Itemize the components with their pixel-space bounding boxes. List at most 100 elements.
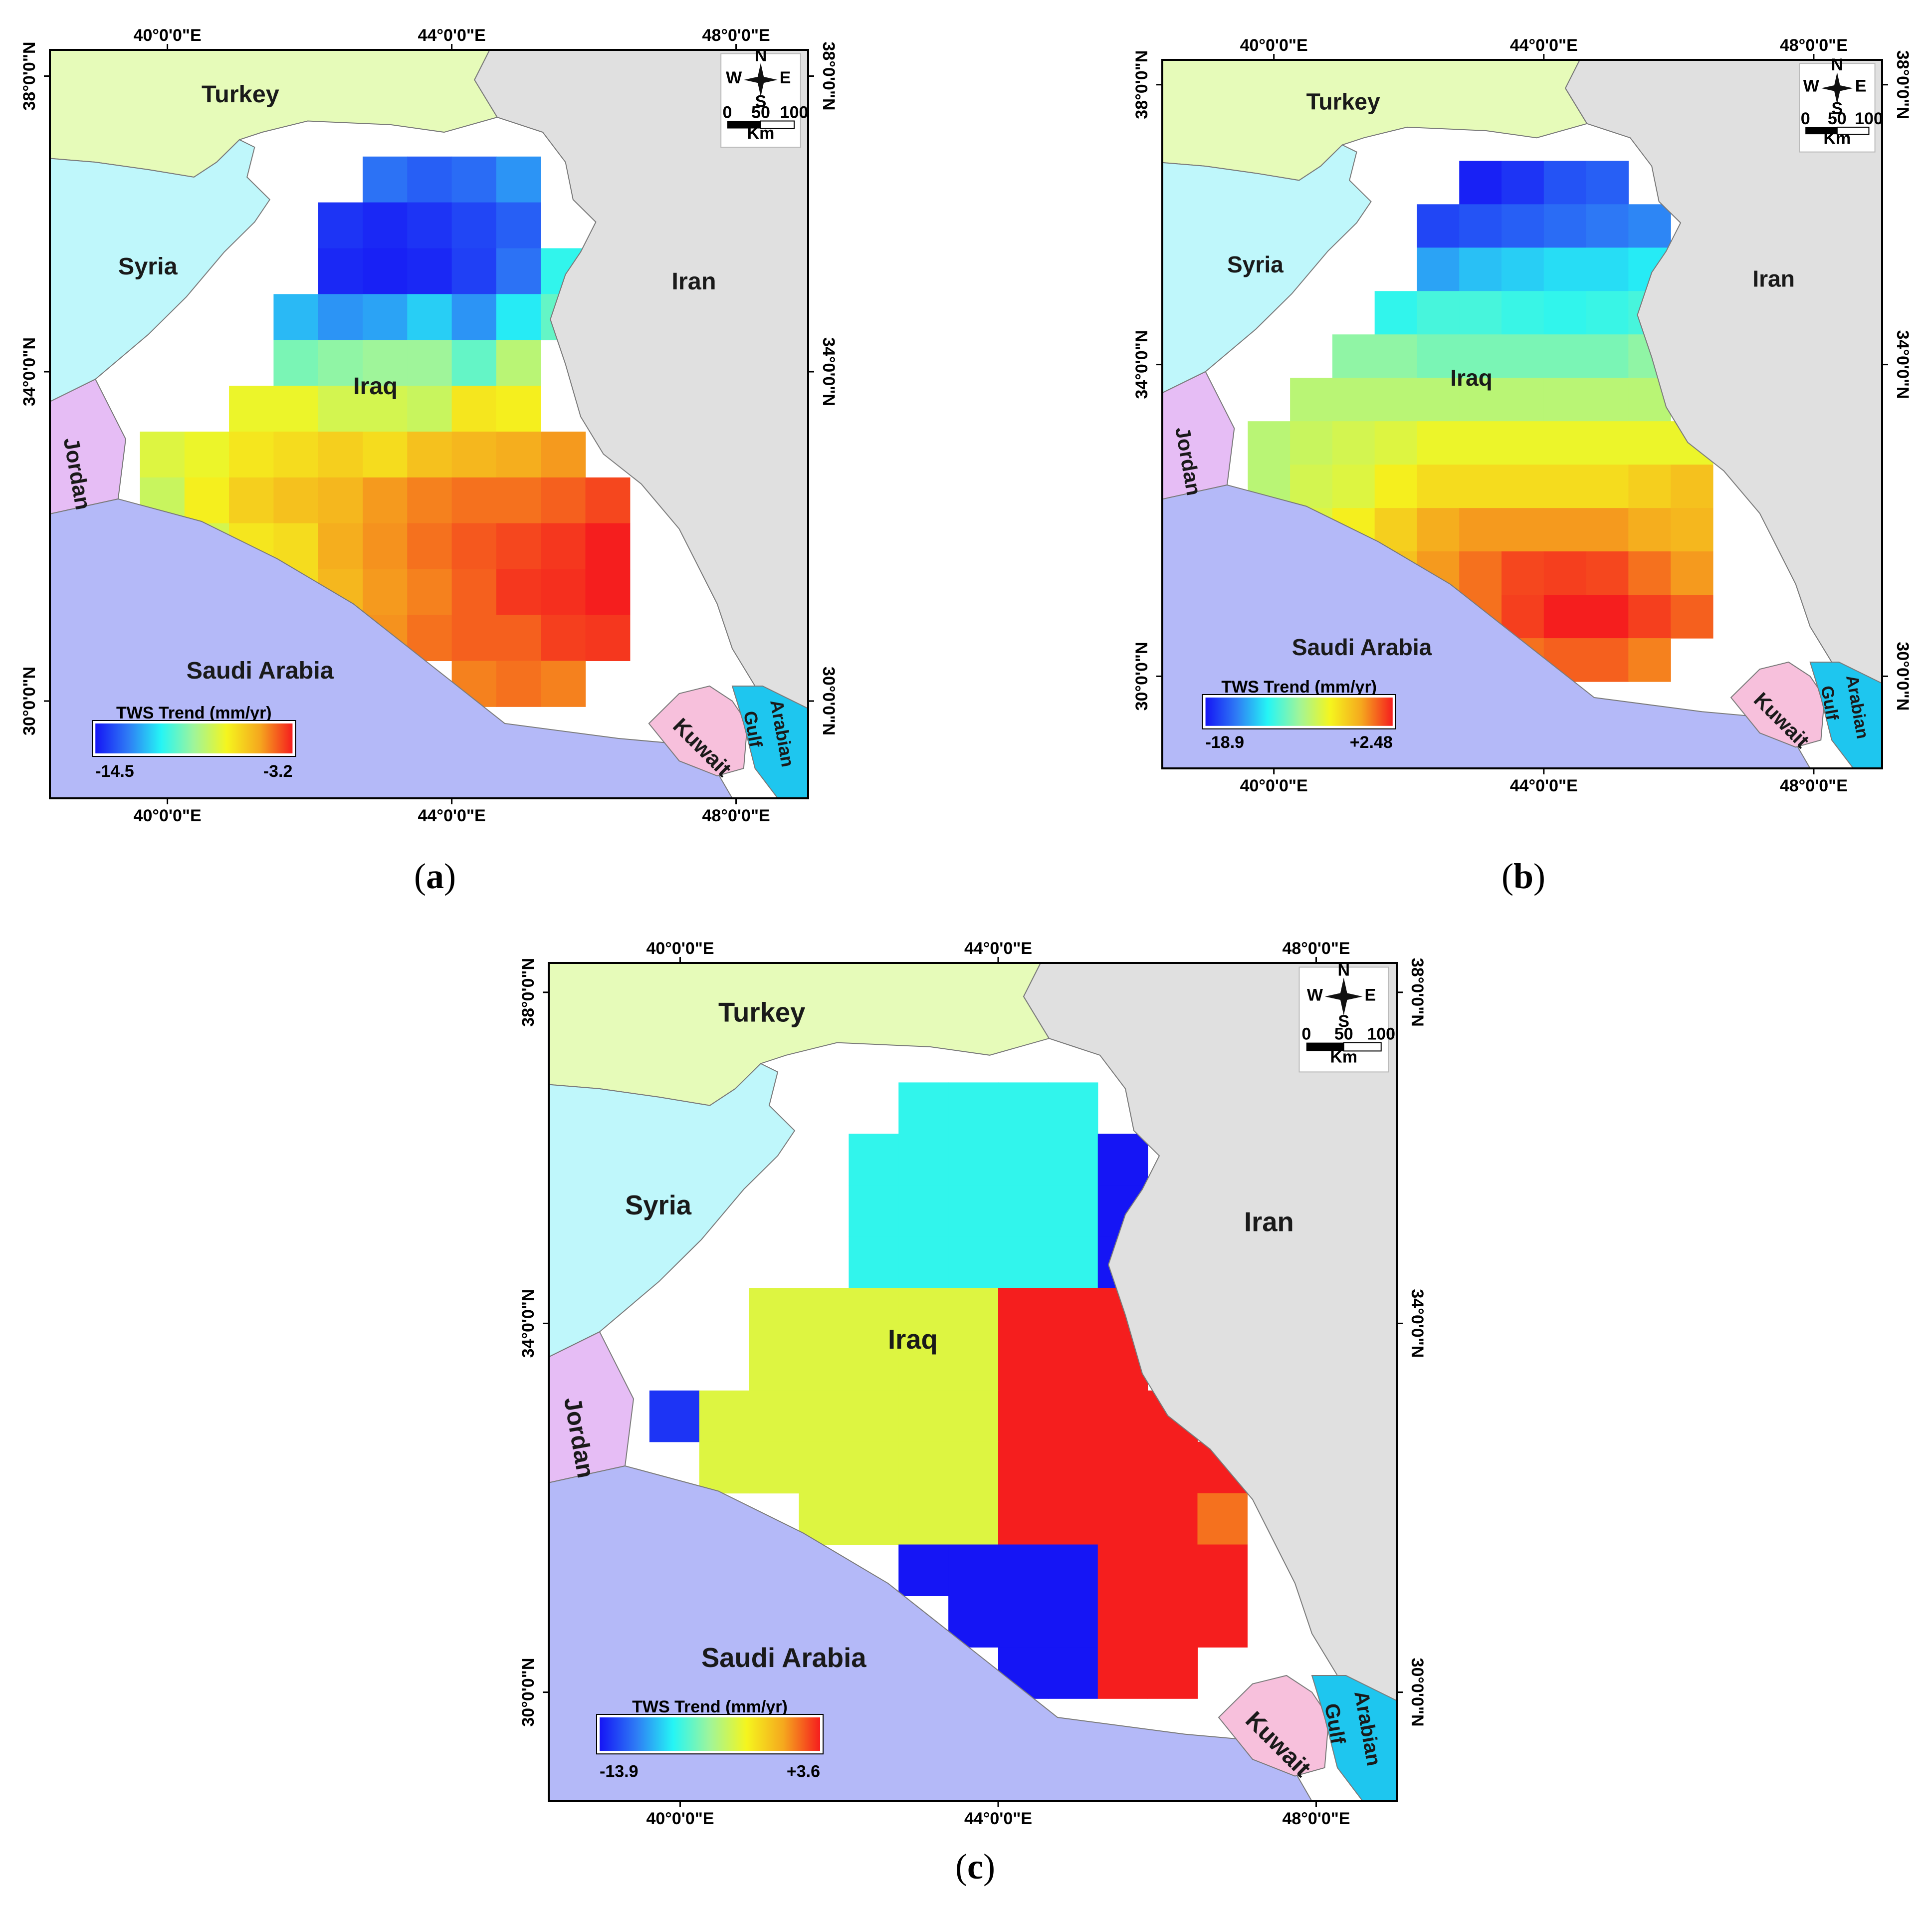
trend-cell [585,615,631,661]
legend-title: TWS Trend (mm/yr) [632,1697,788,1716]
trend-cell [1502,378,1544,422]
trend-cell [749,1390,800,1442]
trend-cell [1671,465,1714,508]
trend-cell [1374,465,1418,508]
syria-area [549,1063,796,1358]
country-label-saudi: Saudi Arabia [187,657,334,684]
country-label-iraq: Iraq [1450,365,1493,391]
country-label-saudi: Saudi Arabia [1292,634,1432,660]
trend-cell [1543,465,1587,508]
trend-cell [1197,1596,1248,1648]
trend-cell [318,294,363,340]
trend-cell [1586,204,1629,248]
trend-cell [948,1493,999,1545]
lon-label-bottom: 44°0'0"E [418,806,486,825]
trend-cell [541,523,586,570]
compass-letter-e: E [780,68,791,87]
compass-rose-icon [744,63,778,97]
trend-cell [363,156,408,203]
trend-cell [749,1441,800,1494]
trend-cell [140,432,185,478]
trend-cell [1502,465,1544,508]
panel-label-b-close: ) [1533,856,1546,896]
trend-cell [998,1082,1049,1134]
trend-cell [1543,595,1587,639]
scale-tick-label: 100 [1855,109,1883,128]
trend-cell [1586,551,1629,595]
scale-bar-white [1343,1042,1382,1052]
trend-cell [1628,421,1671,465]
lat-label-right: 30°0'0"N [1408,1658,1427,1727]
trend-cell [273,294,319,340]
compass-letter-w: W [1307,985,1323,1004]
trend-cell [318,523,363,570]
trend-cell [849,1134,899,1186]
trend-cell [407,569,452,616]
trend-cell [799,1339,849,1391]
trend-cell [496,661,541,707]
trend-cell [229,386,274,432]
trend-cell [1459,421,1502,465]
scale-bar-white [1836,126,1870,135]
jordan-area [50,378,127,515]
panel-label-a-letter: a [426,856,444,896]
trend-cell [1147,1441,1198,1494]
trend-cell [273,432,319,478]
trend-cell [998,1544,1049,1596]
trend-cell [451,477,497,524]
trend-cell [363,569,408,616]
map-frame [49,49,809,799]
trend-cell [585,523,631,570]
trend-cell [451,340,497,386]
scale-tick-label: 50 [751,103,770,122]
trend-cell [1671,595,1714,639]
trend-cell [1459,204,1502,248]
lon-label-top: 40°0'0"E [1240,36,1308,55]
scale-tick-label: 50 [1334,1025,1353,1044]
legend-min-label: -14.5 [95,762,134,781]
trend-cell [998,1339,1049,1391]
trend-cell [1417,508,1460,552]
lon-label-bottom: 44°0'0"E [964,1809,1032,1828]
trend-cell [318,202,363,249]
country-label-turkey: Turkey [202,81,279,108]
trend-cell [363,477,408,524]
trend-cell [948,1390,999,1442]
trend-cell [948,1082,999,1134]
trend-cell [1671,551,1714,595]
legend-color-ramp [600,1717,820,1751]
trend-cell [948,1441,999,1494]
trend-cell [1048,1288,1098,1340]
trend-cell [1502,334,1544,378]
trend-cell [1502,291,1544,335]
trend-cell [451,202,497,249]
lon-label-bottom: 40°0'0"E [646,1809,714,1828]
trend-cell [451,294,497,340]
trend-cell [1048,1339,1098,1391]
trend-cell [273,477,319,524]
trend-cell [849,1441,899,1494]
compass-rose-icon [1324,977,1363,1015]
trend-cell [849,1339,899,1391]
trend-cell [849,1288,899,1340]
trend-cell [1048,1647,1098,1699]
trend-cell [1586,465,1629,508]
trend-cell [1290,421,1333,465]
trend-cell [318,477,363,524]
compass-letter-s: S [1338,1012,1349,1031]
scale-tick-label: 0 [723,103,732,122]
panel-label-c-close: ) [983,1847,995,1887]
lon-label-top: 48°0'0"E [1282,939,1350,958]
trend-cell [1374,378,1418,422]
scale-tick-label: 0 [1801,109,1810,128]
trend-cell [1586,291,1629,335]
legend-color-ramp [95,723,293,753]
scale-unit-label: Km [1330,1048,1357,1067]
legend-title: TWS Trend (mm/yr) [116,704,272,722]
country-label-syria: Syria [625,1190,692,1220]
trend-cell [1097,1544,1148,1596]
compass-letter-s: S [755,92,767,111]
arabian-gulf-area [731,686,808,798]
trend-cell [1048,1544,1098,1596]
trend-cell [1248,421,1290,465]
